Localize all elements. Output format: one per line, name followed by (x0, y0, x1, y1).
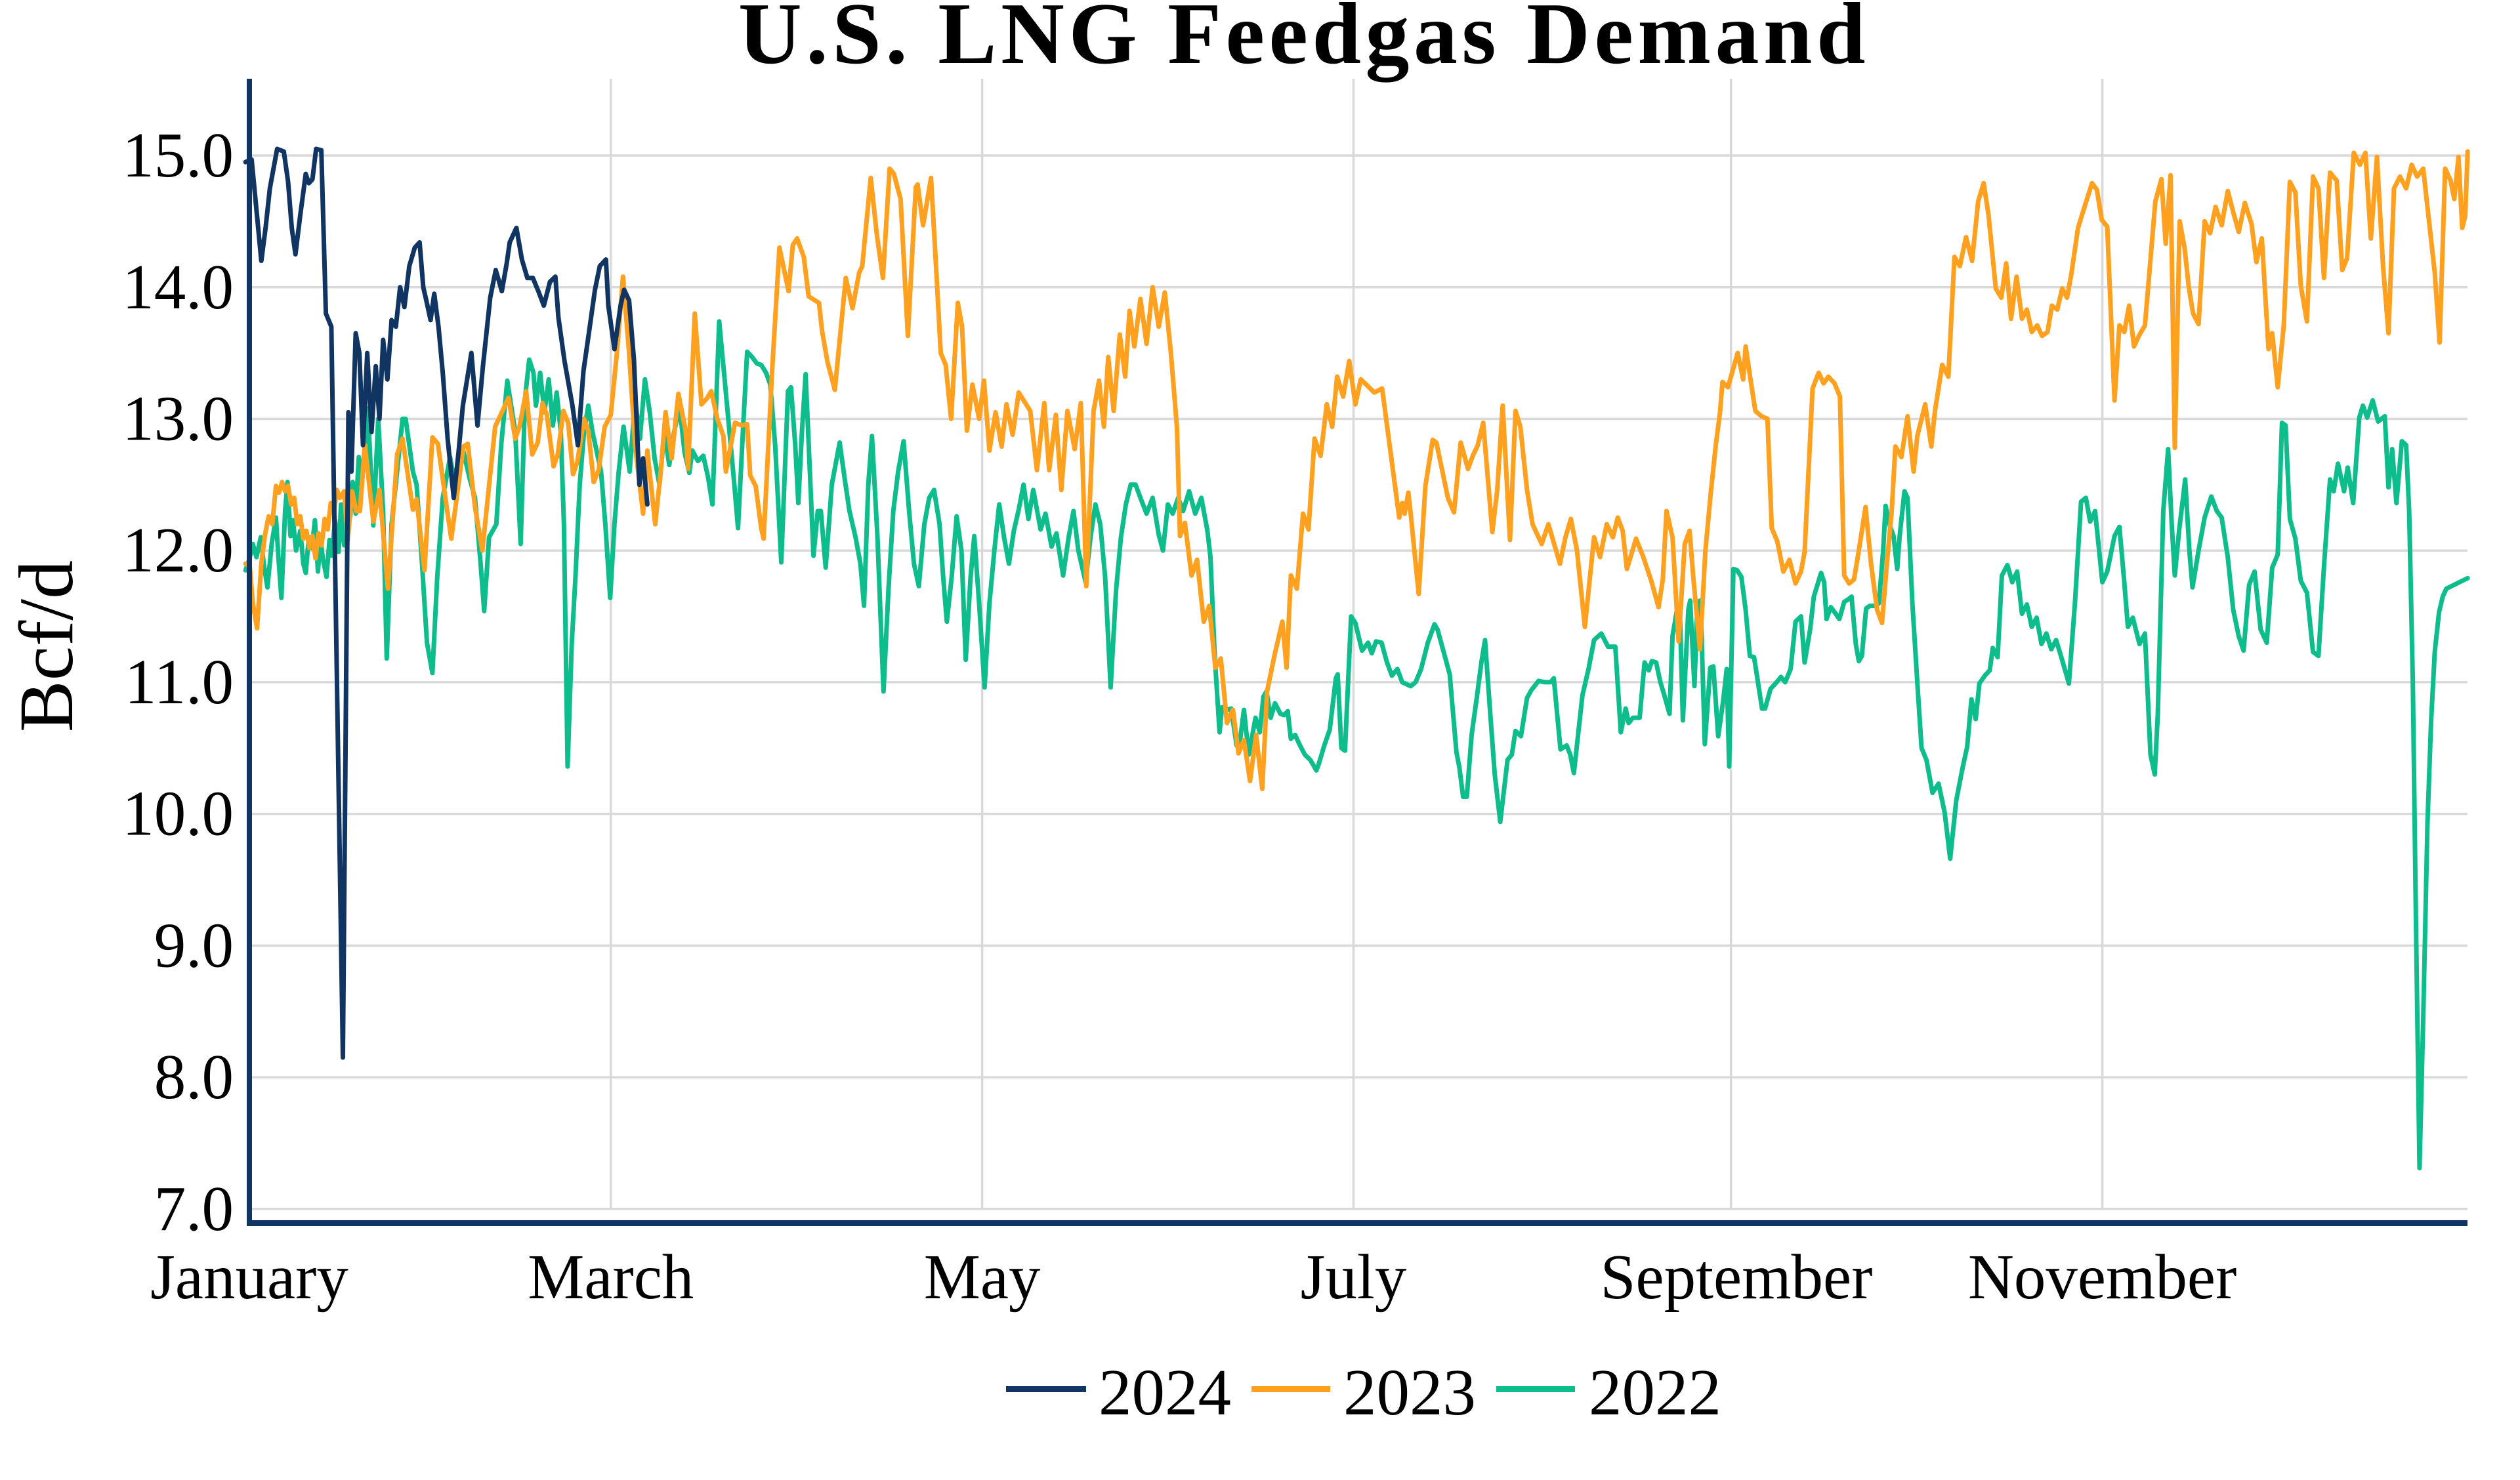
svg-text:2024: 2024 (1099, 1355, 1231, 1429)
svg-text:8.0: 8.0 (154, 1042, 234, 1112)
svg-text:12.0: 12.0 (122, 515, 234, 585)
svg-text:2022: 2022 (1589, 1355, 1721, 1429)
svg-text:2023: 2023 (1343, 1355, 1476, 1429)
svg-text:9.0: 9.0 (154, 910, 234, 980)
svg-text:15.0: 15.0 (122, 120, 234, 190)
svg-text:10.0: 10.0 (122, 779, 234, 849)
svg-text:11.0: 11.0 (125, 647, 234, 717)
svg-text:U.S. LNG Feedgas Demand: U.S. LNG Feedgas Demand (738, 0, 1870, 83)
svg-text:March: March (528, 1242, 694, 1312)
svg-text:Bcf/d: Bcf/d (3, 560, 89, 732)
svg-text:January: January (150, 1242, 348, 1312)
svg-text:14.0: 14.0 (122, 252, 234, 322)
svg-text:13.0: 13.0 (122, 384, 234, 454)
svg-text:July: July (1301, 1242, 1407, 1312)
svg-text:May: May (924, 1242, 1041, 1312)
svg-text:September: September (1601, 1242, 1873, 1312)
svg-text:November: November (1968, 1242, 2236, 1312)
svg-text:7.0: 7.0 (154, 1174, 234, 1244)
